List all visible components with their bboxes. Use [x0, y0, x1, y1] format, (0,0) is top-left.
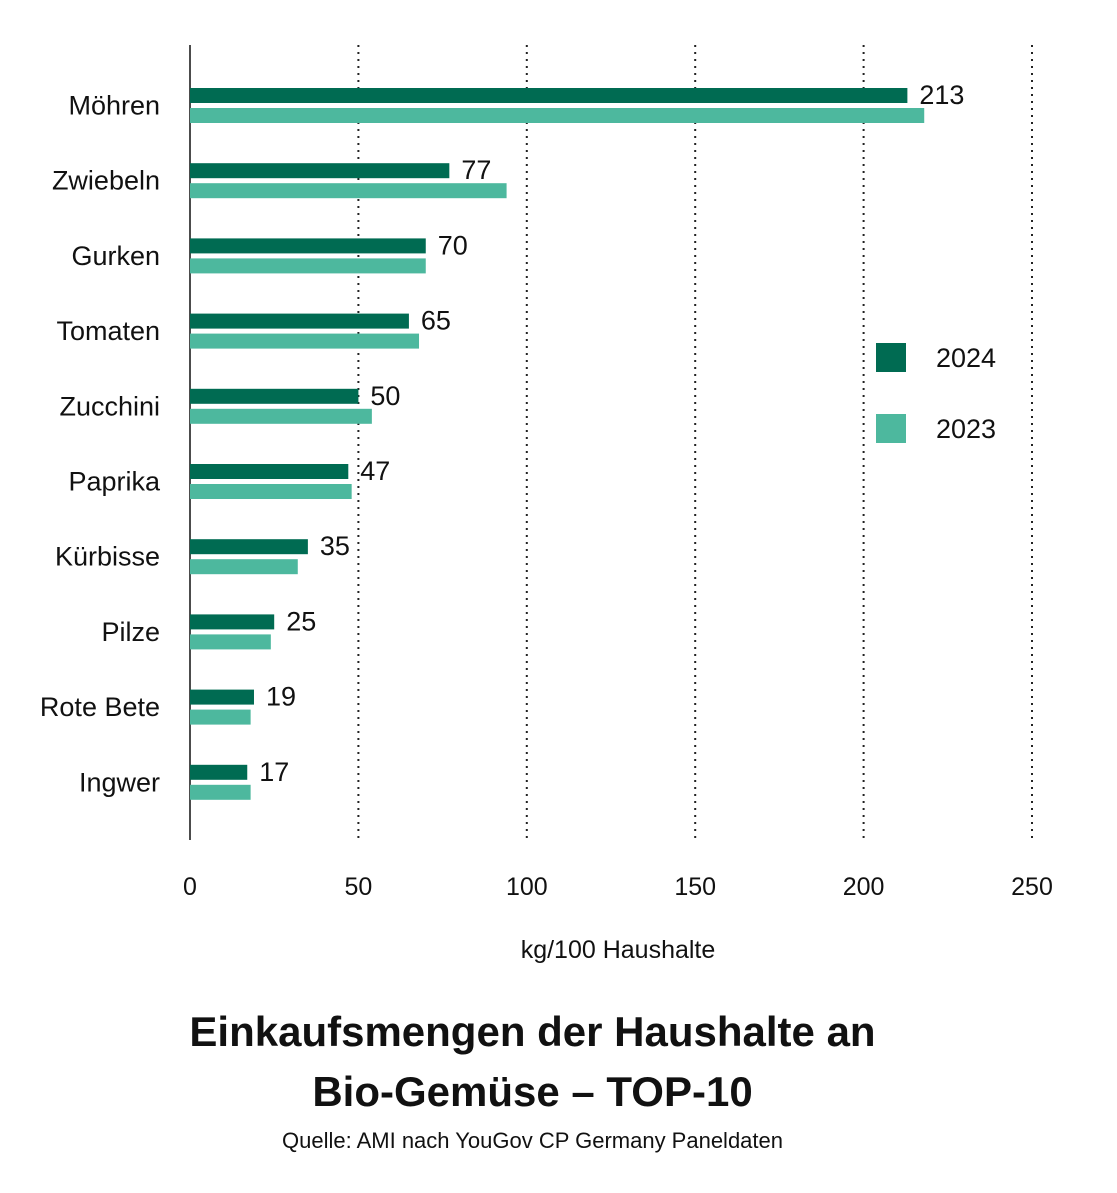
bar-2024 — [190, 88, 908, 103]
bar-2023 — [190, 559, 298, 575]
data-label: 213 — [919, 80, 964, 110]
x-tick-label: 50 — [344, 873, 372, 901]
data-label: 19 — [266, 682, 296, 712]
bar-2023 — [190, 709, 251, 725]
category-label: Tomaten — [56, 316, 160, 346]
x-tick-label: 250 — [1011, 873, 1053, 901]
legend-label-2024: 2024 — [936, 343, 996, 373]
category-label: Kürbisse — [55, 542, 160, 572]
bar-2024 — [190, 689, 254, 705]
category-label: Gurken — [71, 241, 160, 271]
data-label: 17 — [259, 757, 289, 787]
data-label: 65 — [421, 306, 451, 336]
data-label: 70 — [438, 230, 468, 260]
chart-source: Quelle: AMI nach YouGov CP Germany Panel… — [281, 1128, 783, 1153]
bar-2024 — [190, 614, 275, 630]
data-label: 47 — [360, 456, 390, 486]
bar-2023 — [190, 258, 426, 274]
data-label: 25 — [286, 606, 316, 636]
bar-2023 — [190, 183, 507, 199]
category-label: Zwiebeln — [52, 166, 160, 196]
bar-2023 — [190, 333, 420, 349]
bar-2023 — [190, 408, 372, 424]
category-label: Ingwer — [79, 767, 160, 797]
chart-title-line-2: Bio-Gemüse – TOP-10 — [312, 1068, 753, 1115]
x-tick-label: 0 — [183, 873, 197, 901]
bar-2024 — [190, 163, 450, 179]
x-tick-label: 150 — [674, 873, 716, 901]
legend-swatch-2024 — [876, 343, 906, 372]
chart-title: Einkaufsmengen der Haushalte an Bio-Gemü… — [0, 1002, 1065, 1122]
category-label: Möhren — [68, 91, 160, 121]
bar-2023 — [190, 484, 352, 499]
x-axis-title: kg/100 Haushalte — [521, 936, 716, 964]
category-label: Pilze — [101, 617, 160, 647]
category-label: Zucchini — [59, 391, 160, 421]
bar-2023 — [190, 634, 271, 650]
bar-2024 — [190, 464, 349, 479]
x-tick-label: 200 — [843, 873, 885, 901]
bar-2024 — [190, 238, 426, 254]
legend-label-2023: 2023 — [936, 414, 996, 444]
bar-2023 — [190, 784, 251, 800]
chart-plot: 0 50 100 150 200 250 kg/100 Haushalte Möhren 213… — [40, 45, 1053, 964]
bar-2024 — [190, 764, 248, 780]
x-tick-label: 100 — [506, 873, 548, 901]
legend-swatch-2023 — [876, 414, 906, 443]
category-label: Paprika — [68, 467, 161, 497]
bar-2024 — [190, 539, 308, 555]
category-label: Rote Bete — [40, 692, 160, 722]
bar-2023 — [190, 108, 925, 123]
data-label: 77 — [461, 155, 491, 185]
data-label: 35 — [320, 531, 350, 561]
chart-title-line-1: Einkaufsmengen der Haushalte an — [189, 1008, 876, 1055]
bar-2024 — [190, 313, 409, 329]
bar-2024 — [190, 388, 359, 404]
data-label: 50 — [370, 381, 400, 411]
